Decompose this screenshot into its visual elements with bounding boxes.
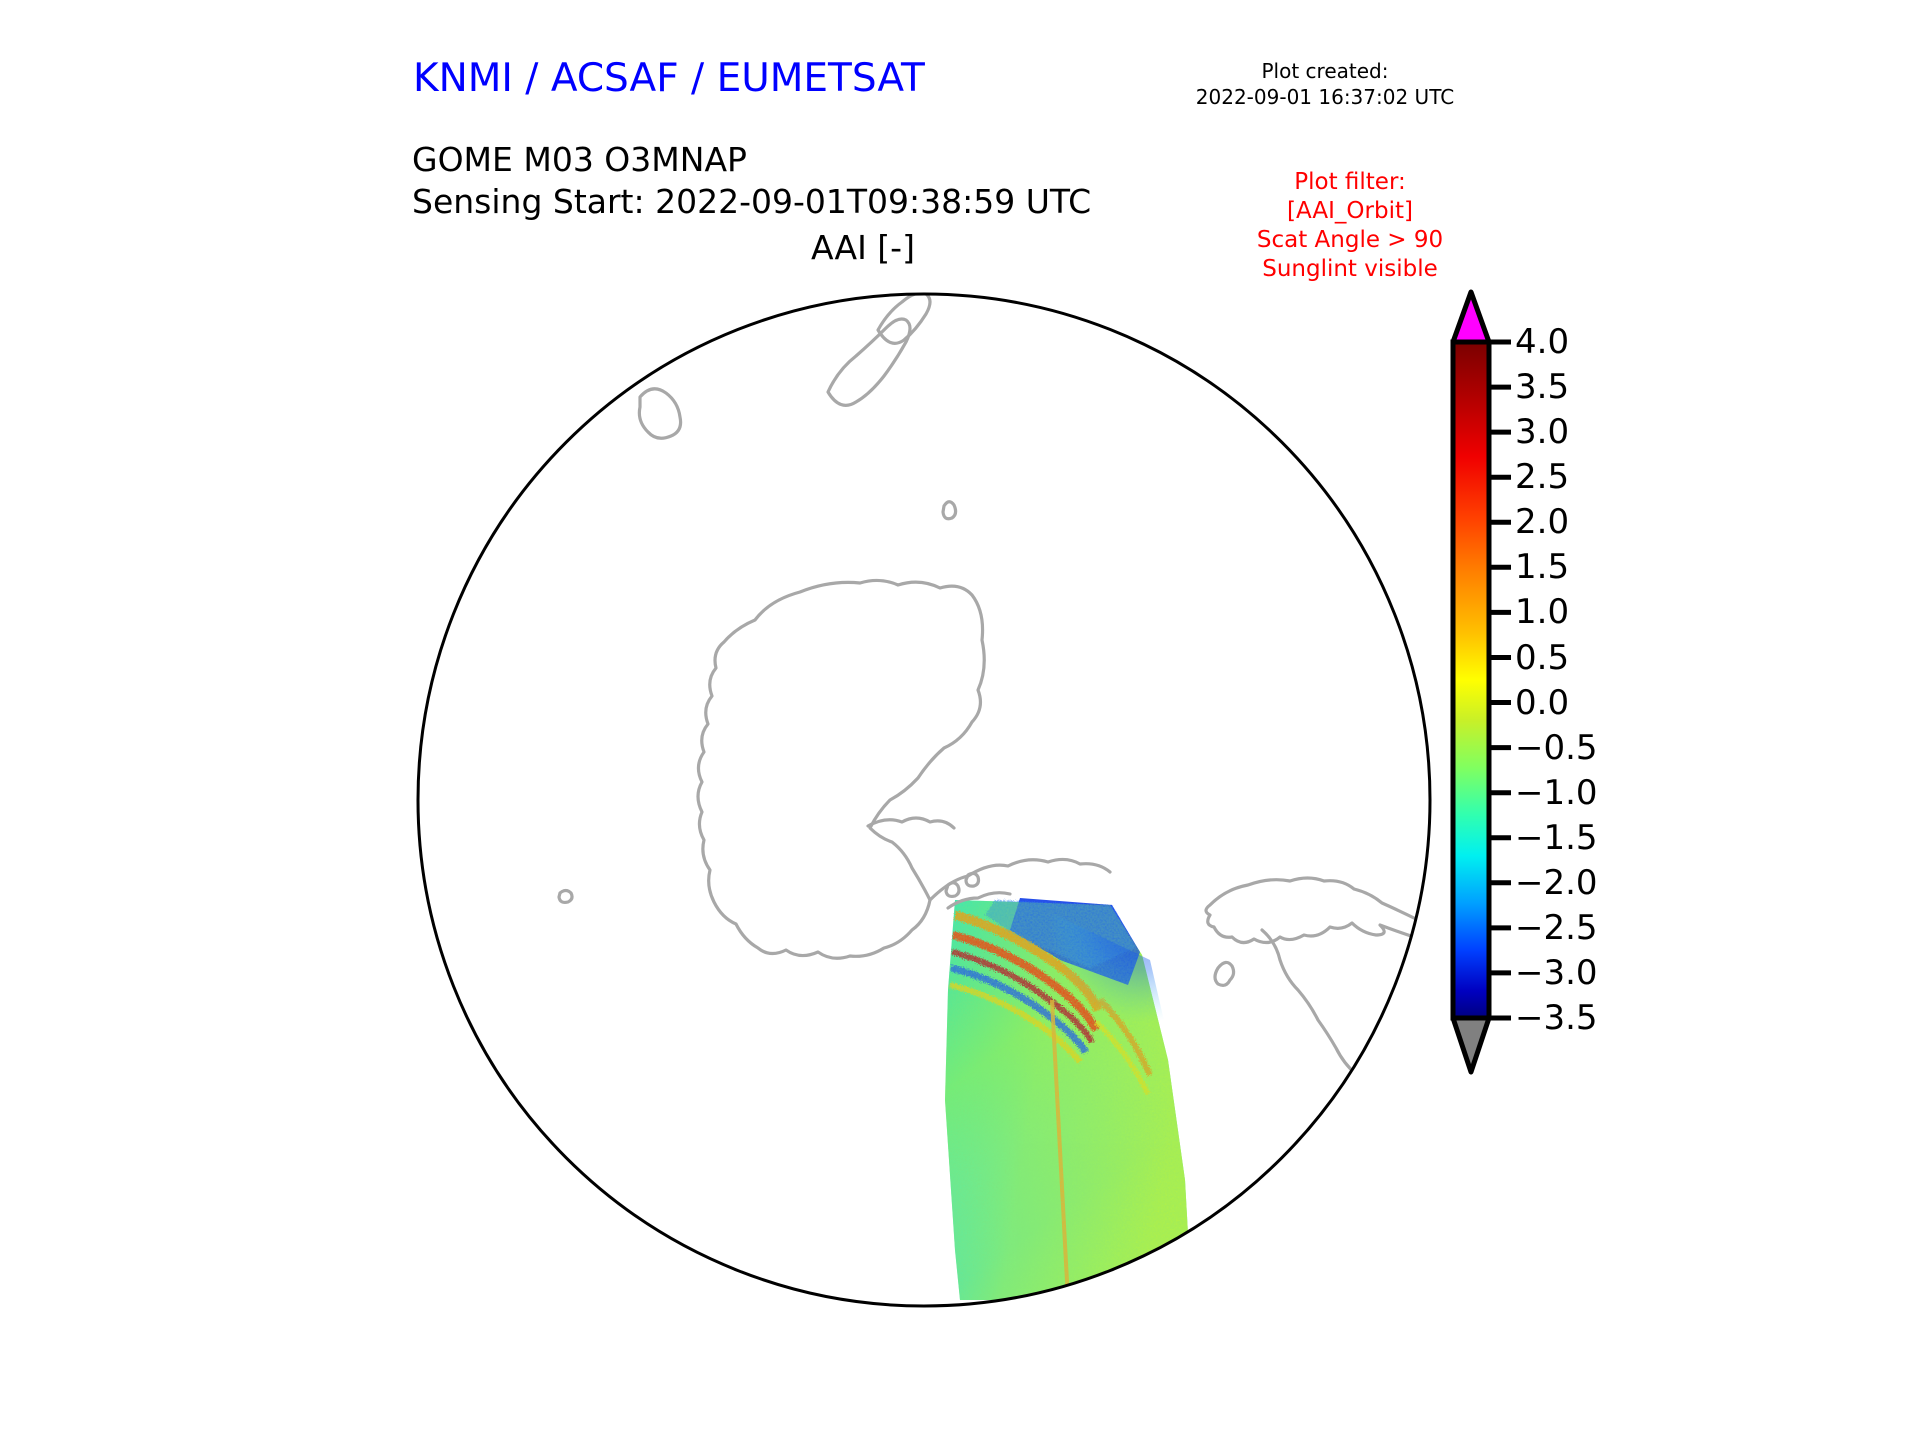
colorbar-svg [1450, 289, 1511, 1075]
colorbar-tick-label: −3.0 [1515, 953, 1598, 993]
plot-filter-sunglint: Sunglint visible [1262, 256, 1438, 282]
quantity-title: AAI [-] [0, 228, 1850, 267]
colorbar-tick-label: −1.5 [1515, 818, 1598, 858]
colorbar-tick-label: −3.5 [1515, 998, 1598, 1038]
colorbar-tick-label: 1.5 [1515, 547, 1570, 587]
coastline-ross-ice-edge [866, 816, 956, 830]
colorbar-tick-label: 4.0 [1515, 322, 1570, 362]
colorbar-tick-label: 3.0 [1515, 412, 1570, 452]
colorbar-tick-label: 3.5 [1515, 367, 1570, 407]
coastline-island-a [944, 881, 961, 899]
organisation-title: KNMI / ACSAF / EUMETSAT [413, 56, 925, 101]
quantity-title-text: AAI [-] [811, 228, 915, 267]
coastline-antarctic-peninsula [928, 857, 1112, 902]
coastline-south-america-tail [1260, 928, 1380, 1128]
coastline-island-b [964, 871, 981, 888]
coastline-antarctica [696, 578, 986, 960]
coastline-nz-stewart [602, 363, 629, 386]
coastline-island-balleny [557, 888, 574, 905]
colorbar: 4.0 3.5 3.0 2.5 2.0 1.5 1.0 0.5 0.0 −0.5… [1443, 286, 1683, 1096]
plot-filter-label: Plot filter: [1294, 169, 1406, 195]
swath-speckle-blue [1010, 898, 1180, 1090]
colorbar-tick-label: −2.0 [1515, 863, 1598, 903]
colorbar-ticks [1489, 339, 1511, 1021]
colorbar-tick-label: −0.5 [1515, 728, 1598, 768]
plot-filter-block: Plot filter: [AAI_Orbit] Scat Angle > 90… [1190, 168, 1510, 284]
colorbar-tick-label: 1.0 [1515, 592, 1570, 632]
colorbar-gradient [1453, 342, 1489, 1018]
plot-created-block: Plot created: 2022-09-01 16:37:02 UTC [1150, 58, 1500, 110]
coastline-peninsula-inner [946, 891, 1012, 910]
globe-outline [416, 292, 1432, 1308]
colorbar-tick-label: 2.5 [1515, 457, 1570, 497]
colorbar-tick-label: 2.0 [1515, 502, 1570, 542]
plot-created-time: 2022-09-01 16:37:02 UTC [1195, 85, 1455, 109]
colorbar-under-arrow [1450, 1015, 1492, 1075]
sensing-start-label: Sensing Start: 2022-09-01T09:38:59 UTC [412, 182, 1092, 221]
coastline-south-america [1204, 876, 1430, 945]
coastline-nz-south [826, 317, 912, 407]
colorbar-tick-label: 0.5 [1515, 638, 1570, 678]
coastline-falklands [1213, 960, 1236, 987]
colorbar-over-arrow [1450, 289, 1492, 345]
coastline-island-c [941, 500, 958, 521]
colorbar-tick-label: −2.5 [1515, 908, 1598, 948]
colorbar-tick-label: 0.0 [1515, 683, 1570, 723]
aai-swath-layer [945, 898, 1190, 1301]
plot-created-label: Plot created: [1261, 59, 1389, 83]
coastline-tasmania [637, 387, 683, 440]
coastline-nz-north [876, 294, 932, 345]
product-title: GOME M03 O3MNAP [412, 140, 747, 179]
plot-filter-scat: Scat Angle > 90 [1256, 227, 1444, 253]
colorbar-tick-label: −1.0 [1515, 773, 1598, 813]
plot-filter-name: [AAI_Orbit] [1287, 198, 1413, 224]
